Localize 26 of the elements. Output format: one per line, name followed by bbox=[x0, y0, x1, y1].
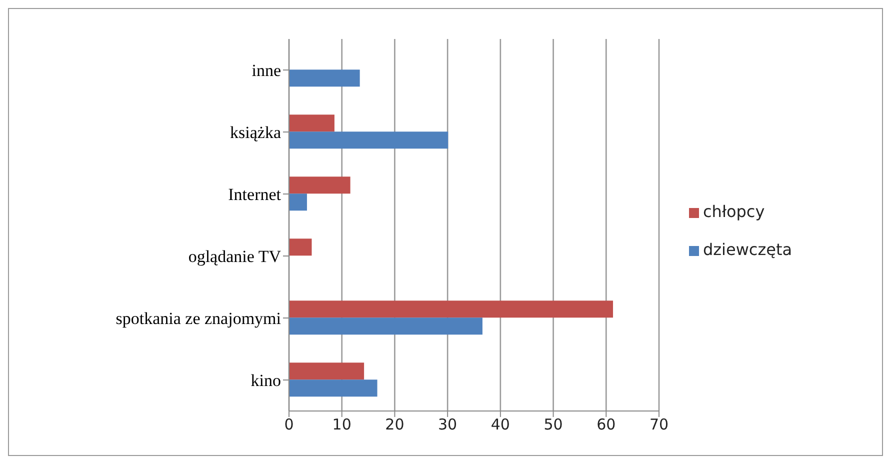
x-tick-label: 20 bbox=[385, 416, 404, 434]
x-tick-label: 70 bbox=[649, 416, 669, 434]
bar bbox=[289, 70, 360, 87]
y-tick-label: oglądanie TV bbox=[188, 247, 282, 266]
bar bbox=[289, 300, 614, 318]
bar bbox=[289, 238, 312, 256]
x-tick-label: 60 bbox=[596, 416, 616, 434]
y-tick-label: książka bbox=[230, 123, 282, 142]
x-tick-label: 50 bbox=[544, 416, 563, 434]
y-tick-label: kino bbox=[250, 371, 281, 390]
x-tick-label: 30 bbox=[438, 416, 458, 434]
bar bbox=[289, 114, 334, 132]
y-tick-label: inne bbox=[252, 61, 281, 80]
bar bbox=[289, 132, 448, 149]
bar bbox=[289, 176, 350, 194]
y-tick-label: spotkania ze znajomymi bbox=[116, 309, 282, 328]
bar bbox=[289, 380, 378, 397]
x-tick-label: 40 bbox=[490, 416, 510, 434]
x-tick-label: 10 bbox=[332, 416, 352, 434]
bar bbox=[289, 194, 307, 211]
bar bbox=[289, 318, 482, 335]
y-tick-label: Internet bbox=[228, 185, 282, 204]
legend-label: chłopcy bbox=[703, 202, 765, 221]
legend-label: dziewczęta bbox=[703, 240, 792, 259]
bar bbox=[289, 362, 364, 380]
x-tick-label: 0 bbox=[284, 416, 294, 434]
